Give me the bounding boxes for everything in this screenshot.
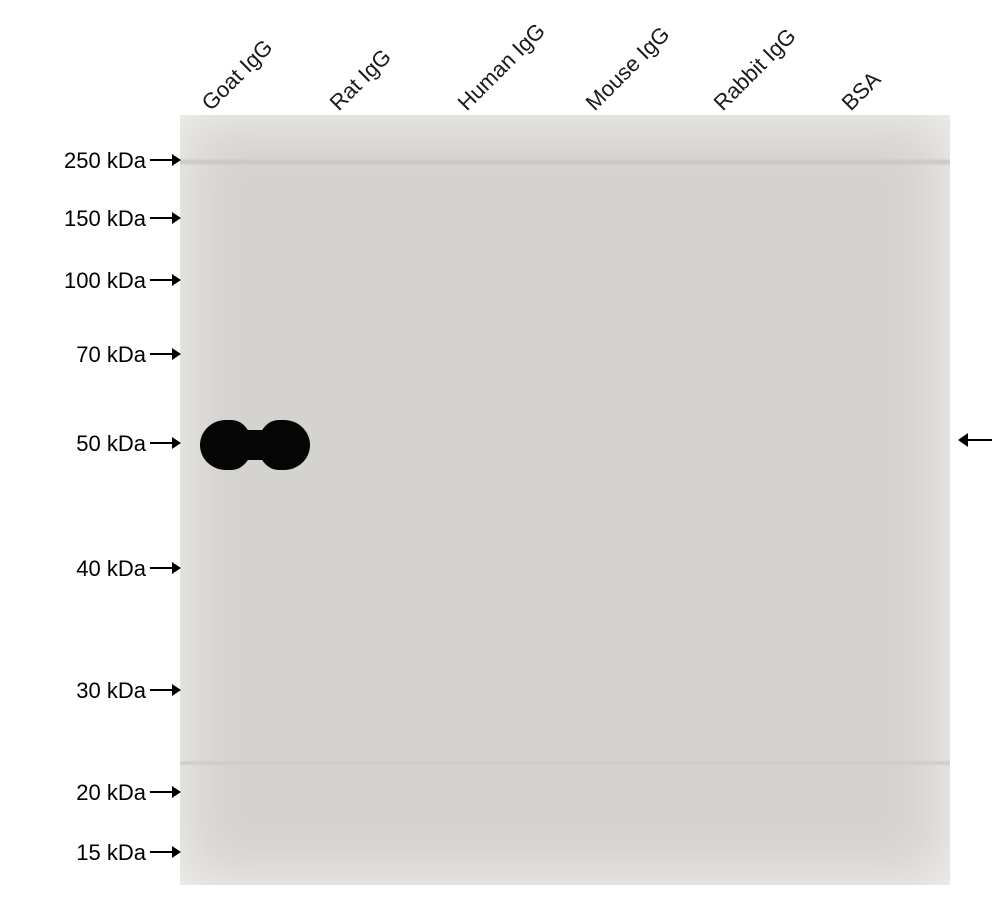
mw-arrow-head-icon (172, 684, 181, 696)
band-indicator-arrow-icon (968, 439, 992, 441)
mw-arrow-head-icon (172, 437, 181, 449)
mw-arrow-icon (150, 851, 172, 853)
mw-arrow-head-icon (172, 154, 181, 166)
mw-arrow-icon (150, 159, 172, 161)
blot-membrane (180, 115, 950, 885)
mw-arrow-head-icon (172, 562, 181, 574)
mw-label: 15 kDa (76, 840, 146, 866)
mw-arrow-icon (150, 442, 172, 444)
mw-arrow-head-icon (172, 348, 181, 360)
mw-arrow-head-icon (172, 212, 181, 224)
mw-arrow-icon (150, 567, 172, 569)
mw-arrow-icon (150, 279, 172, 281)
mw-arrow-head-icon (172, 786, 181, 798)
lane-label: BSA (837, 66, 887, 116)
lane-label: Goat IgG (197, 34, 279, 116)
mw-arrow-icon (150, 217, 172, 219)
mw-label: 70 kDa (76, 342, 146, 368)
mw-arrow-head-icon (172, 846, 181, 858)
mw-label: 100 kDa (64, 268, 146, 294)
mw-label: 20 kDa (76, 780, 146, 806)
western-blot-figure: Goat IgG Rat IgG Human IgG Mouse IgG Rabbit … (0, 0, 1000, 903)
faint-smear (180, 760, 950, 766)
mw-arrow-icon (150, 353, 172, 355)
faint-smear (180, 158, 950, 166)
mw-label: 30 kDa (76, 678, 146, 704)
mw-label: 250 kDa (64, 148, 146, 174)
mw-label: 50 kDa (76, 431, 146, 457)
mw-arrow-icon (150, 791, 172, 793)
lane-label: Human IgG (453, 18, 551, 116)
band (226, 430, 284, 460)
mw-label: 40 kDa (76, 556, 146, 582)
lane-label: Rabbit IgG (709, 23, 802, 116)
band-indicator-arrow-head-icon (958, 433, 968, 447)
mw-arrow-icon (150, 689, 172, 691)
lane-label: Mouse IgG (581, 22, 675, 116)
mw-label: 150 kDa (64, 206, 146, 232)
mw-arrow-head-icon (172, 274, 181, 286)
lane-label: Rat IgG (325, 44, 397, 116)
